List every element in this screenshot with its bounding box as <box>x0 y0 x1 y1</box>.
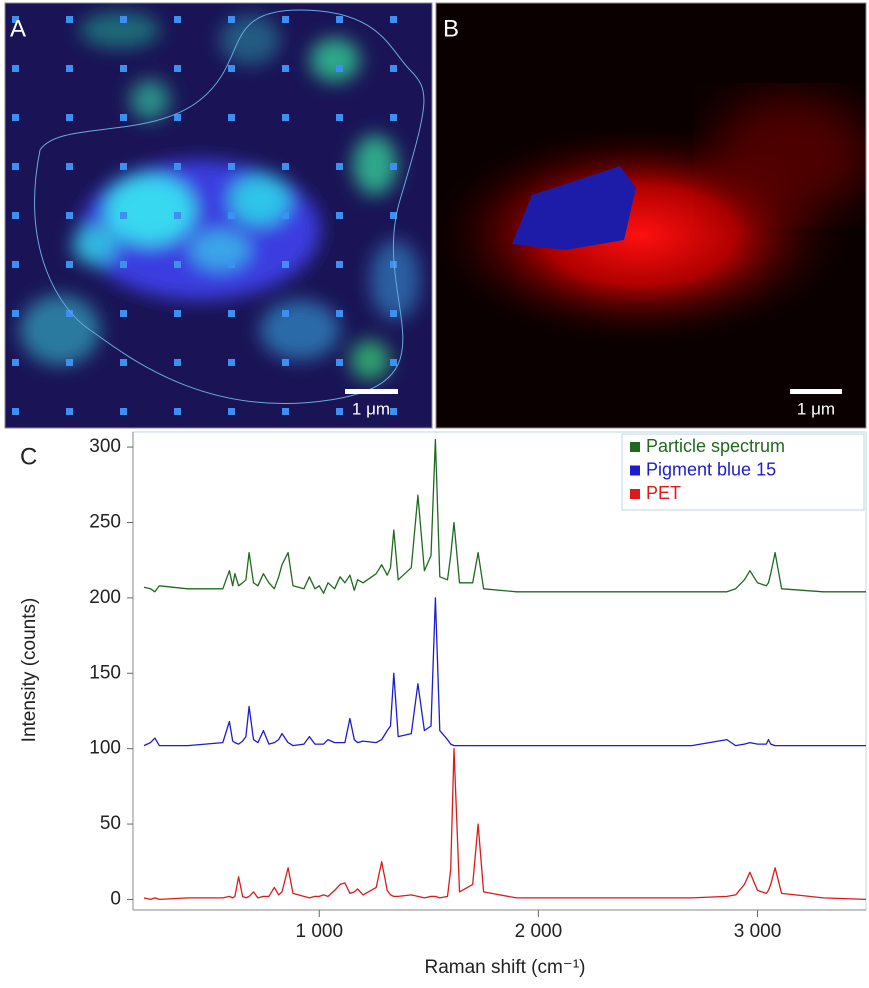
legend-swatch <box>630 489 640 499</box>
legend-label: Particle spectrum <box>646 436 785 456</box>
y-tick-label: 50 <box>100 813 121 834</box>
panel-label: A <box>10 15 26 42</box>
y-tick-label: 300 <box>89 436 121 457</box>
legend-label: PET <box>646 483 681 503</box>
legend-swatch <box>630 442 640 452</box>
x-tick-label: 3 000 <box>734 921 782 942</box>
x-axis-label: Raman shift (cm⁻¹) <box>425 957 586 978</box>
legend-label: Pigment blue 15 <box>646 459 776 479</box>
y-tick-label: 100 <box>89 738 121 759</box>
scale-bar-label: 1 μm <box>352 399 390 418</box>
y-tick-label: 200 <box>89 587 121 608</box>
spectrum-line <box>143 748 867 901</box>
x-tick-label: 2 000 <box>515 921 563 942</box>
panel-b-image <box>436 3 866 428</box>
y-tick-label: 250 <box>89 511 121 532</box>
legend-swatch <box>630 465 640 476</box>
scale-bar-label: 1 μm <box>797 399 835 418</box>
spectrum-line <box>143 597 866 747</box>
panel-a-image <box>5 3 432 428</box>
x-tick-label: 1 000 <box>295 921 343 942</box>
plot-area: 0 50 100 150 200 250 300 1 000 2 000 3 000 Particl… <box>89 431 867 942</box>
y-tick-label: 150 <box>89 662 121 683</box>
legend-box <box>621 433 865 511</box>
y-tick-label: 0 <box>110 888 121 909</box>
spectrum-line <box>143 438 866 594</box>
panel-label: C <box>20 443 37 470</box>
panel-label: B <box>443 15 459 42</box>
y-axis-label: Intensity (counts) <box>19 598 40 743</box>
